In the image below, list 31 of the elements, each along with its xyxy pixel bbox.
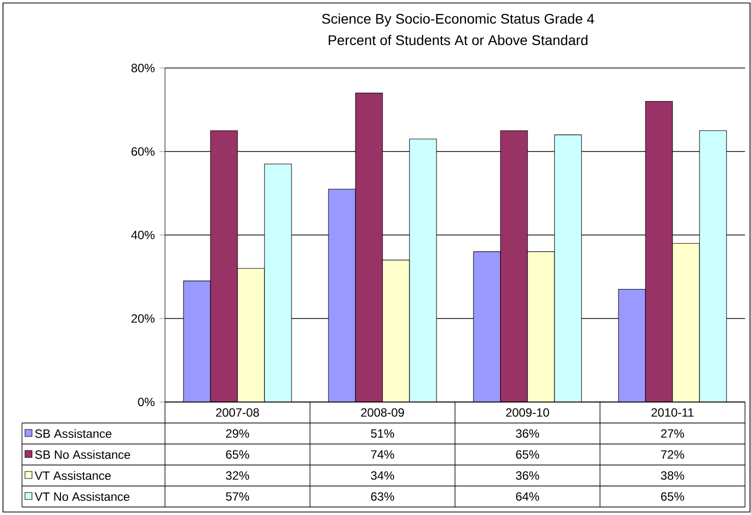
y-tick-label: 60% [132, 147, 155, 156]
x-tick-label: 2007-08 [216, 408, 259, 417]
x-tick-label: 2008-09 [361, 408, 404, 417]
data-label: 65% [516, 450, 540, 459]
data-label: 63% [371, 492, 394, 501]
data-label: 74% [371, 450, 394, 459]
data-label: 34% [370, 471, 394, 480]
data-label: 36% [516, 429, 540, 438]
data-label: 72% [661, 450, 684, 459]
data-label: 65% [661, 492, 684, 501]
legend-label: SB No Assistance [35, 450, 130, 459]
data-label: 27% [661, 429, 684, 438]
data-label: 36% [516, 471, 540, 480]
data-label: 32% [226, 471, 250, 480]
data-label: 64% [516, 492, 540, 501]
y-tick-label: 0% [138, 398, 155, 406]
legend-label: SB Assistance [35, 429, 112, 438]
x-tick-label: 2009-10 [506, 408, 550, 417]
data-label: 65% [226, 450, 250, 459]
chart-title: Science By Socio-Economic Status Grade 4 [322, 13, 594, 27]
data-label: 38% [660, 471, 684, 480]
legend-label: VT Assistance [34, 471, 111, 480]
y-tick-label: 20% [132, 314, 155, 323]
data-label: 51% [370, 429, 394, 438]
x-tick-label: 2010-11 [652, 408, 694, 417]
chart-subtitle: Percent of Students At or Above Standard [328, 34, 588, 46]
data-label: 29% [226, 429, 250, 438]
y-tick-label: 40% [131, 230, 155, 240]
legend-label: VT No Assistance [34, 492, 130, 501]
data-label: 57% [226, 492, 250, 501]
y-tick-label: 80% [131, 64, 155, 72]
